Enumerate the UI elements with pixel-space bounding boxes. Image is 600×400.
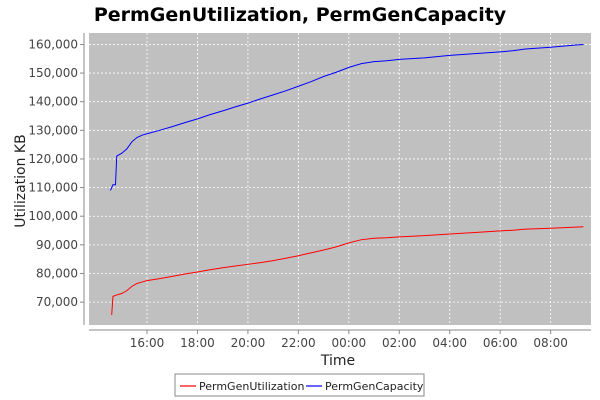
x-tick-label: 16:00 <box>130 336 165 350</box>
y-tick-label: 70,000 <box>36 295 78 309</box>
x-tick-label: 02:00 <box>382 336 417 350</box>
y-tick-label: 140,000 <box>28 95 78 109</box>
y-tick-label: 90,000 <box>36 238 78 252</box>
x-tick-label: 08:00 <box>533 336 568 350</box>
x-axis-label: Time <box>320 353 355 369</box>
y-tick-label: 150,000 <box>28 66 78 80</box>
x-tick-label: 18:00 <box>180 336 215 350</box>
axes <box>83 33 591 331</box>
x-tick-label: 22:00 <box>281 336 316 350</box>
plot-area <box>89 33 591 325</box>
y-tick-label: 120,000 <box>28 152 78 166</box>
x-tick-label: 00:00 <box>332 336 367 350</box>
series-line-permgenutilization <box>111 226 584 316</box>
y-axis-label: Utilization KB <box>13 134 29 227</box>
legend-box <box>174 373 425 397</box>
series-layer <box>109 43 584 316</box>
y-tick-label: 130,000 <box>28 123 78 137</box>
x-tick-label: 06:00 <box>483 336 518 350</box>
x-tick-label: 04:00 <box>432 336 467 350</box>
x-ticks: 16:00 18:00 20:00 22:00 00:00 02:00 04:00 06:00… <box>130 330 568 350</box>
y-ticks: 70,000 80,000 90,000 100,000 110,000 120,000 1… <box>28 37 84 309</box>
series-line-permgencapacity <box>109 43 584 191</box>
y-tick-label: 110,000 <box>28 181 78 195</box>
grid <box>89 33 591 325</box>
legend: PermGenUtilization PermGenCapacity <box>174 373 425 397</box>
chart-title: PermGenUtilization, PermGenCapacity <box>94 4 507 26</box>
y-tick-label: 100,000 <box>28 209 78 223</box>
y-tick-label: 80,000 <box>36 266 78 280</box>
legend-label-capacity: PermGenCapacity <box>325 380 424 393</box>
x-tick-label: 20:00 <box>231 336 266 350</box>
legend-label-utilization: PermGenUtilization <box>199 380 304 393</box>
y-tick-label: 160,000 <box>28 37 78 51</box>
